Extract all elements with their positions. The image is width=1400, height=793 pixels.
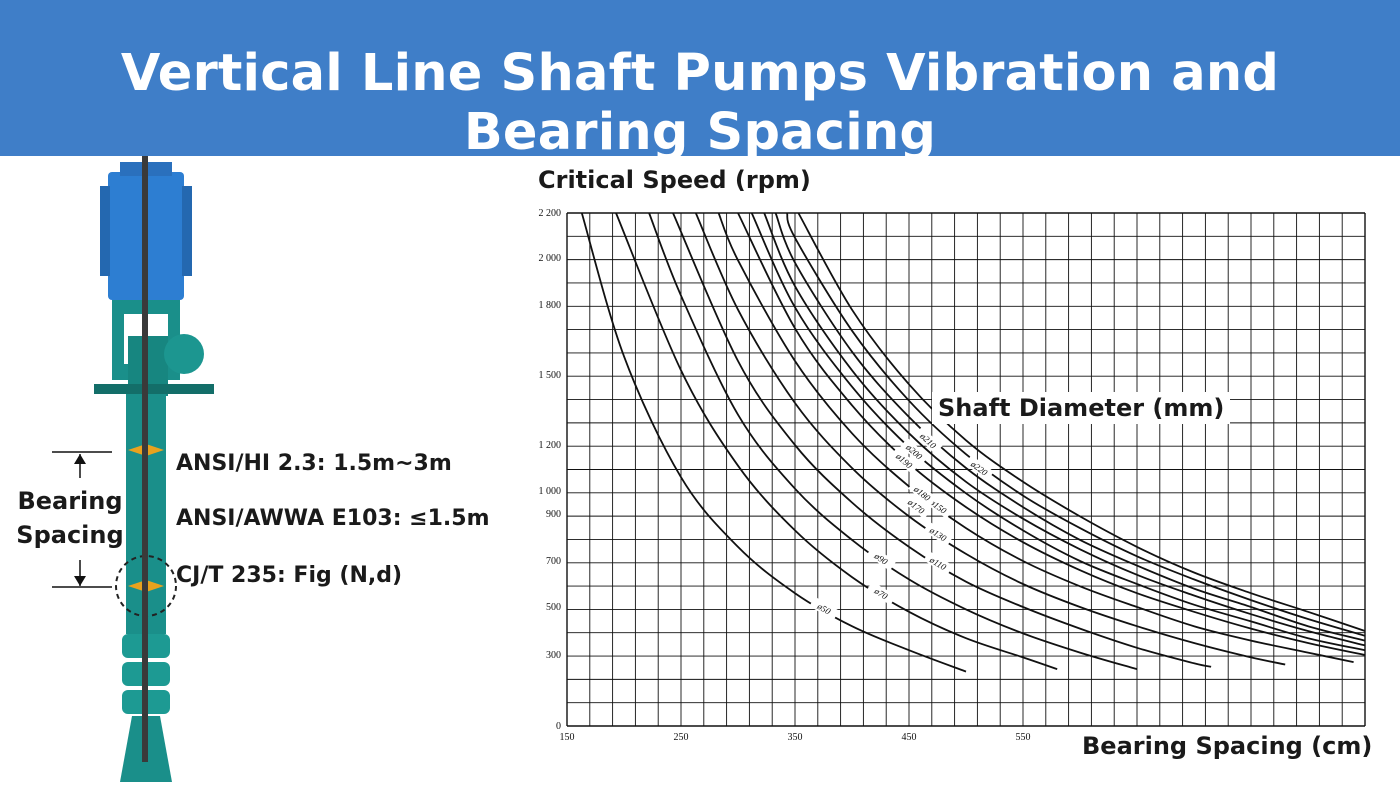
series-line	[737, 212, 1366, 656]
series-label-bg	[914, 426, 943, 454]
bearing-spacing-line-1: Bearing	[17, 487, 123, 515]
y-tick-label: 1 000	[539, 486, 562, 497]
x-tick-label: 450	[902, 732, 917, 743]
y-tick-label: 700	[546, 556, 561, 567]
shaft-diameter-annotation: Shaft Diameter (mm)	[932, 392, 1231, 424]
series-line	[797, 212, 1366, 632]
arrow-down-icon	[74, 576, 86, 586]
series-label-bg	[964, 455, 994, 481]
series-label-bg	[901, 493, 931, 519]
shaft	[142, 156, 148, 762]
series-label-bg	[809, 596, 840, 621]
y-tick-label: 500	[546, 602, 561, 613]
standard-ansi-hi: ANSI/HI 2.3: 1.5m~3m	[176, 451, 452, 476]
x-axis-title: Bearing Spacing (cm)	[1082, 732, 1373, 760]
plot-area: 0 300 500 700 900 1 000 1 200 1 500 1 800 2 000 2 …	[539, 208, 1366, 743]
x-tick-label: 250	[674, 732, 689, 743]
series-line	[580, 212, 967, 673]
bearing-spacing-line-2: Spacing	[16, 521, 124, 549]
y-tick-label: 300	[546, 650, 561, 661]
x-tick-label: 350	[788, 732, 803, 743]
motor-fin-left	[100, 186, 110, 276]
arrow-up-icon	[74, 454, 86, 464]
series-label-bg	[908, 480, 937, 507]
page-title: Vertical Line Shaft Pumps Vibration and …	[120, 44, 1280, 162]
x-tick-label: 150	[560, 732, 575, 743]
motor-fin-right	[182, 186, 192, 276]
y-axis-title: Critical Speed (rpm)	[538, 166, 811, 194]
base-plate	[94, 384, 214, 394]
pump-panel: Bearing Spacing ANSI/HI 2.3: 1.5m~3m ANS…	[0, 156, 520, 788]
series-label-bg	[890, 447, 919, 474]
y-tick-label: 2 000	[539, 253, 562, 264]
series-label-bg	[900, 437, 929, 465]
series-line	[694, 212, 1286, 666]
series-label-bg	[923, 551, 954, 576]
series-line	[774, 212, 1366, 642]
y-tick-label: 2 200	[539, 208, 562, 219]
series-line	[615, 212, 1058, 671]
pump-illustration	[52, 156, 214, 782]
series-line	[648, 212, 1138, 671]
standard-ansi-awwa: ANSI/AWWA E103: ≤1.5m	[176, 506, 490, 531]
series-line	[750, 212, 1366, 652]
critical-speed-chart: Critical Speed (rpm) Bearing Spacing (cm…	[520, 156, 1400, 788]
discharge-flange	[164, 334, 204, 374]
y-tick-label: 1 200	[539, 440, 562, 451]
y-tick-label: 1 500	[539, 370, 562, 381]
y-tick-label: 900	[546, 509, 561, 520]
series-line	[786, 212, 1366, 637]
y-tick-label: 0	[556, 721, 561, 732]
header-banner: Vertical Line Shaft Pumps Vibration and …	[0, 0, 1400, 162]
standard-cjt: CJ/T 235: Fig (N,d)	[176, 563, 403, 588]
series-line	[717, 212, 1354, 663]
series-label-bg	[866, 545, 896, 571]
series-label-bg	[923, 521, 954, 547]
bearing-spacing-label: Bearing Spacing	[8, 484, 132, 552]
y-tick-label: 1 800	[539, 300, 562, 311]
series-label-bg	[866, 581, 897, 606]
series-line	[763, 212, 1366, 647]
x-tick-label: 550	[1016, 732, 1031, 743]
